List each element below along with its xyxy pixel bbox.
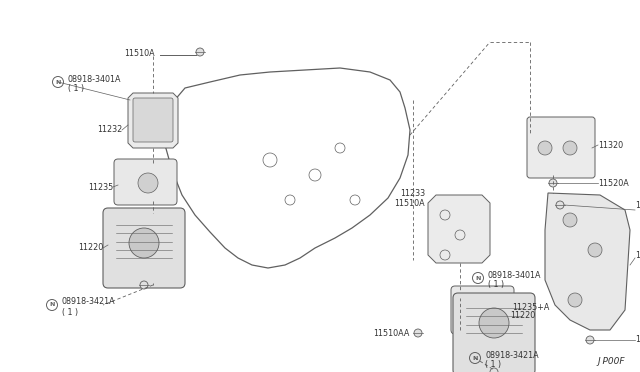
Text: 11320: 11320 [598,141,623,150]
Circle shape [472,300,492,320]
Circle shape [568,293,582,307]
Text: 08918-3401A: 08918-3401A [68,74,122,83]
Text: 11510A: 11510A [124,49,155,58]
Text: 11235: 11235 [88,183,113,192]
Circle shape [140,281,148,289]
FancyBboxPatch shape [527,117,595,178]
Text: ( 1 ): ( 1 ) [68,84,84,93]
Circle shape [129,228,159,258]
Text: 11232: 11232 [97,125,122,135]
FancyBboxPatch shape [451,286,514,334]
Text: N: N [472,356,477,360]
Circle shape [479,308,509,338]
Text: 11510A: 11510A [394,199,425,208]
Text: ( 1 ): ( 1 ) [485,360,501,369]
Text: 11340: 11340 [635,250,640,260]
Text: 11520AB: 11520AB [635,336,640,344]
Circle shape [588,243,602,257]
Text: N: N [55,80,61,84]
Text: 08918-3421A: 08918-3421A [485,350,539,359]
Circle shape [556,201,564,209]
Text: 11510AA: 11510AA [374,328,410,337]
Text: N: N [49,302,54,308]
Text: 11233: 11233 [400,189,425,198]
Text: J P00F: J P00F [598,357,625,366]
Polygon shape [545,193,630,330]
FancyBboxPatch shape [133,98,173,142]
Circle shape [563,213,577,227]
Text: 11220: 11220 [77,244,103,253]
Circle shape [196,48,204,56]
Text: ( 1 ): ( 1 ) [488,280,504,289]
Polygon shape [128,93,178,148]
Circle shape [414,329,422,337]
Circle shape [538,141,552,155]
Text: 08918-3401A: 08918-3401A [488,270,541,279]
Circle shape [549,179,557,187]
FancyBboxPatch shape [114,159,177,205]
Polygon shape [428,195,490,263]
Text: 11235+A: 11235+A [512,304,549,312]
Text: 11520A: 11520A [598,179,628,187]
Circle shape [490,368,498,372]
FancyBboxPatch shape [453,293,535,372]
Circle shape [586,336,594,344]
Circle shape [138,173,158,193]
Text: ( 1 ): ( 1 ) [62,308,78,317]
Text: 11220: 11220 [510,311,535,320]
FancyBboxPatch shape [103,208,185,288]
Text: 08918-3421A: 08918-3421A [62,298,116,307]
Text: N: N [476,276,481,280]
Circle shape [563,141,577,155]
Text: 11520AA: 11520AA [635,201,640,209]
